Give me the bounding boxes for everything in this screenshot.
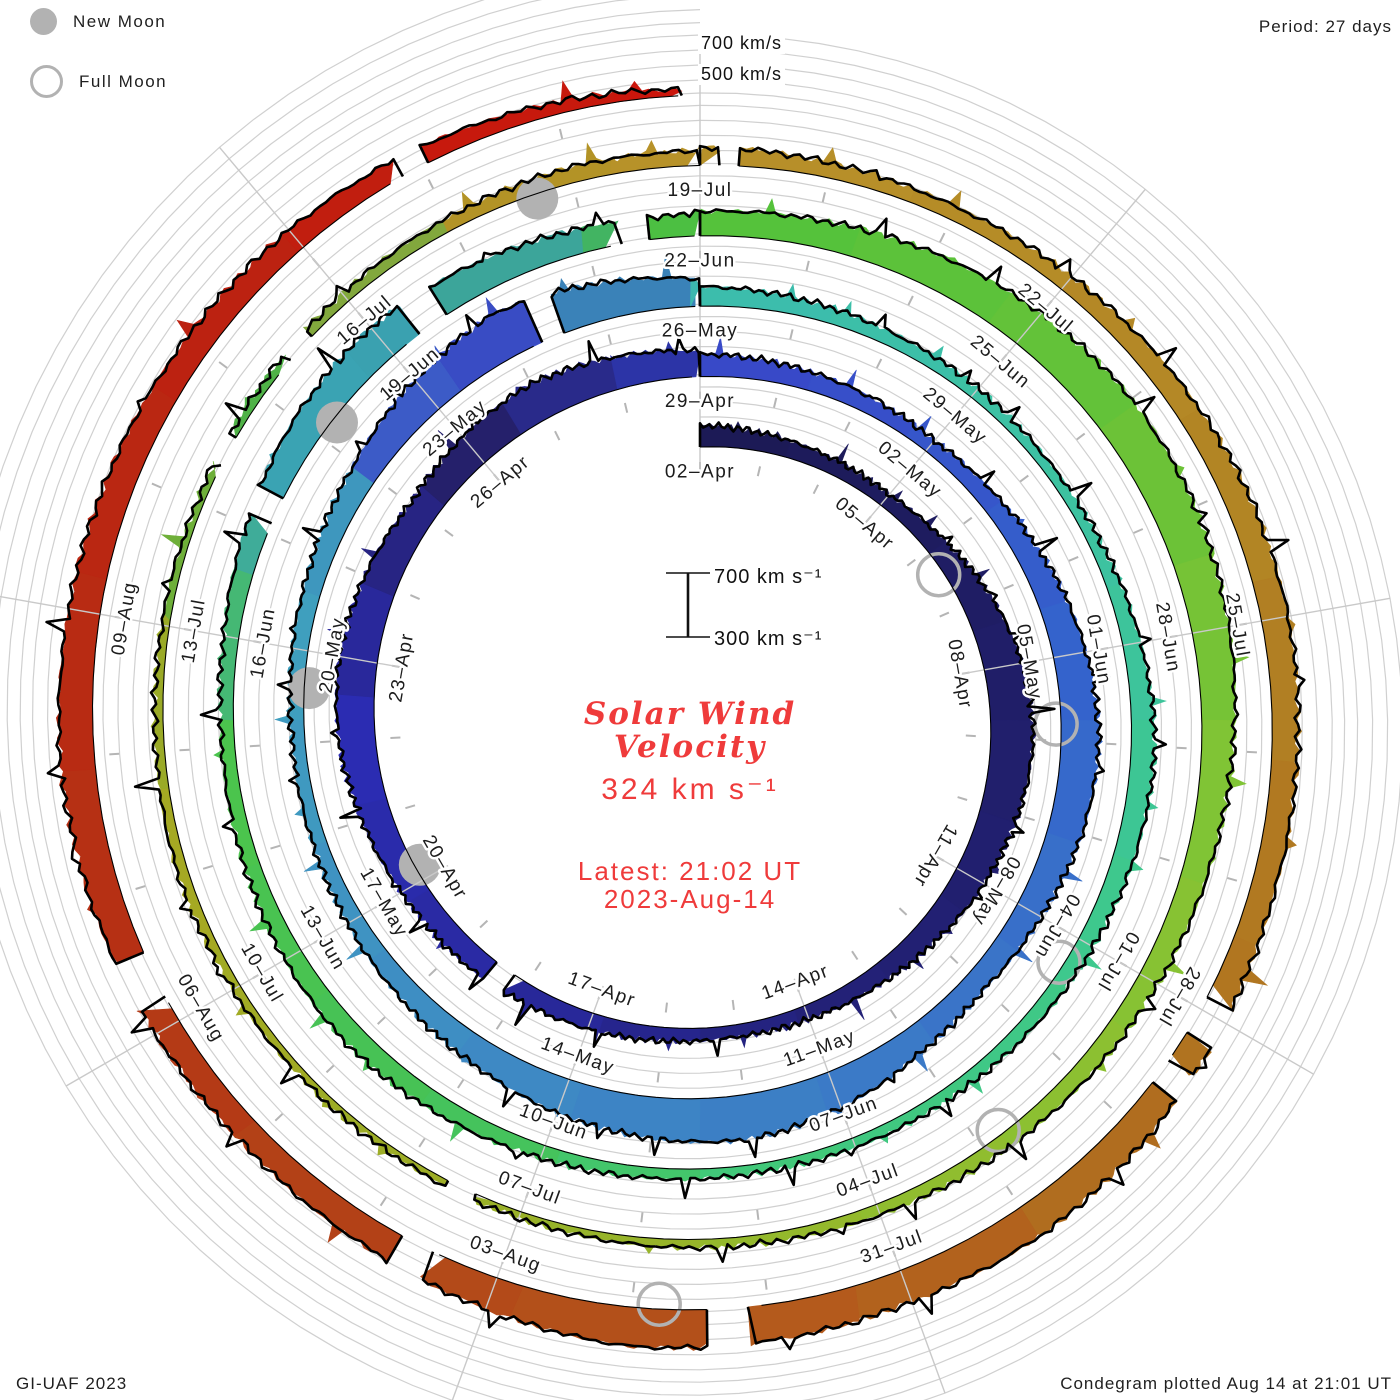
current-velocity-value: 324 km s⁻¹ — [601, 773, 779, 806]
date-tick-label: 02–Apr — [665, 462, 735, 483]
velocity-trace — [698, 144, 721, 166]
ring-band-segment — [233, 354, 287, 439]
date-tick-label: 19–Jul — [668, 180, 733, 201]
velocity-trace — [199, 284, 1168, 1200]
ring-band-segment — [785, 441, 875, 496]
ring-band-segment — [1111, 719, 1159, 870]
date-tick-label: 16–Jun — [247, 606, 280, 680]
date-tick-label: 22–Jun — [664, 250, 735, 271]
grid-over — [0, 35, 1391, 1400]
chart-title-line1: Solar Wind — [583, 696, 797, 732]
new-moon-marker — [516, 177, 559, 220]
latest-line2: 2023-Aug-14 — [603, 884, 777, 914]
ring-band-segment — [1212, 935, 1269, 1012]
ring-band-segment — [747, 1285, 860, 1347]
velocity-trace — [746, 1081, 1178, 1351]
legend-full-moon-label: Full Moon — [79, 71, 168, 91]
ring-band-segment — [160, 461, 216, 621]
velocity-trace — [421, 1251, 709, 1351]
data-strokes — [45, 85, 1306, 1351]
ring-band-segment — [1178, 719, 1247, 891]
date-tick-label: 08–Apr — [943, 638, 976, 711]
ring-band-segment — [699, 283, 839, 325]
full-moon-marker — [1036, 939, 1082, 985]
ring-band-segment — [699, 198, 867, 259]
velocity-trace — [645, 208, 702, 240]
full-moon-icon — [30, 65, 63, 98]
ring-fills — [55, 80, 1303, 1351]
velocity-trace — [305, 148, 702, 338]
velocity-trace — [276, 300, 1111, 1159]
date-tick-label: 04–Jul — [834, 1160, 902, 1202]
date-tick-label: 13–Jul — [178, 597, 210, 665]
chart-title: Solar Wind Velocity — [470, 698, 910, 764]
velocity-trace — [418, 85, 683, 164]
ring-band-segment — [359, 484, 448, 597]
velocity-trace — [224, 355, 292, 439]
full-moon-marker — [636, 1281, 682, 1327]
new-moon-icon — [30, 8, 57, 35]
ring-band-segment — [501, 355, 622, 435]
velocity-trace — [1167, 1031, 1213, 1076]
credit-label: GI-UAF 2023 — [16, 1374, 128, 1393]
velocity-trace — [428, 211, 624, 316]
velocity-trace — [737, 146, 1306, 1012]
velocity-trace — [133, 464, 450, 1187]
legend-full-moon: Full Moon — [30, 65, 167, 98]
ring-band-segment — [699, 337, 817, 392]
date-tick-label: 14–Apr — [759, 961, 832, 1005]
velocity-trace — [45, 157, 405, 966]
velocity-trace — [256, 304, 421, 500]
ring-band-segment — [274, 714, 327, 845]
date-tick-label: 17–Apr — [565, 968, 638, 1012]
date-tick-label: 31–Jul — [858, 1226, 926, 1268]
period-label: Period: 27 days — [1258, 17, 1392, 36]
velocity-trace — [550, 275, 702, 334]
velocity-trace — [502, 421, 1056, 1057]
outer-500-label: 500 km/s — [698, 64, 786, 85]
velocity-trace — [473, 208, 1240, 1263]
date-tick-label: 26–May — [662, 321, 739, 342]
outer-700-label: 700 km/s — [698, 33, 786, 54]
scale-300-label: 300 km s⁻¹ — [714, 628, 823, 650]
date-tick-label: 23–Apr — [385, 631, 418, 704]
new-moon-marker — [316, 401, 358, 444]
center-scale-bar — [666, 572, 710, 638]
ring-band-segment — [153, 229, 304, 402]
legend-new-moon: New Moon — [30, 8, 166, 35]
ring-band-segment — [699, 145, 721, 167]
chart-title-line2: Velocity — [613, 729, 767, 765]
ring-band-segment — [367, 944, 474, 1055]
date-tick-label: 29–Apr — [665, 391, 735, 412]
latest-timestamp: Latest: 21:02 UT 2023-Aug-14 — [470, 857, 910, 913]
moon-markers — [288, 177, 1082, 1327]
new-moon-marker — [288, 667, 331, 710]
full-moon-marker — [975, 1107, 1021, 1154]
ring-band-segment — [55, 563, 109, 772]
velocity-trace — [130, 995, 404, 1265]
ring-band-segment — [75, 380, 181, 580]
latest-line1: Latest: 21:02 UT — [577, 856, 803, 886]
scale-700-label: 700 km s⁻¹ — [714, 566, 823, 588]
ring-band-segment — [334, 689, 387, 806]
velocity-trace — [329, 336, 702, 991]
plotted-timestamp: Condegram plotted Aug 14 at 21:01 UT — [1060, 1374, 1392, 1393]
full-moon-marker — [915, 551, 962, 598]
legend-new-moon-label: New Moon — [73, 11, 167, 31]
